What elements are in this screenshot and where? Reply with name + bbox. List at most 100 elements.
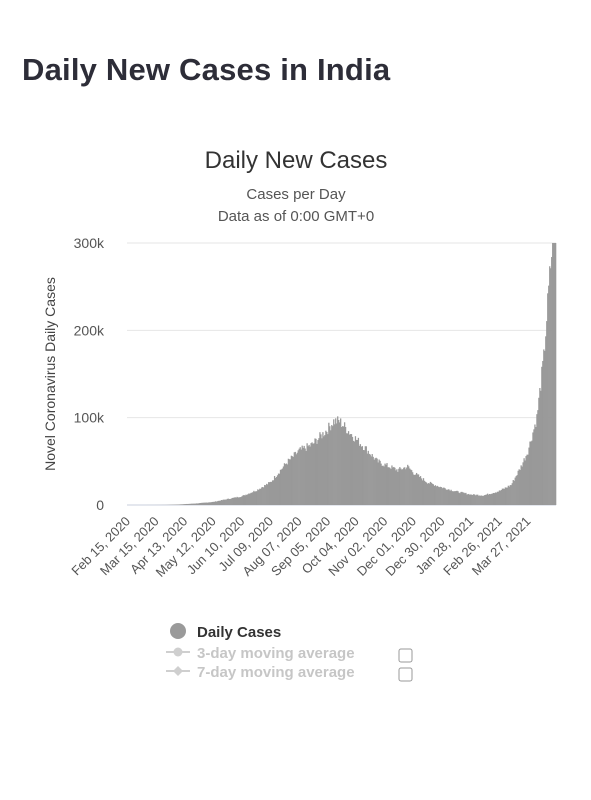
bar[interactable] bbox=[479, 495, 481, 505]
bar[interactable] bbox=[441, 488, 443, 505]
bar[interactable] bbox=[478, 495, 480, 505]
bar[interactable] bbox=[374, 458, 376, 505]
bar[interactable] bbox=[394, 467, 396, 505]
bar[interactable] bbox=[359, 444, 362, 505]
bar[interactable] bbox=[456, 490, 458, 505]
bar[interactable] bbox=[408, 466, 410, 505]
bar[interactable] bbox=[314, 438, 316, 505]
bar[interactable] bbox=[389, 467, 391, 505]
bar[interactable] bbox=[336, 423, 338, 505]
bar[interactable] bbox=[492, 492, 495, 505]
bar[interactable] bbox=[524, 460, 526, 505]
bar[interactable] bbox=[279, 469, 282, 505]
bar[interactable] bbox=[452, 491, 454, 505]
bar[interactable] bbox=[177, 504, 179, 506]
bar[interactable] bbox=[399, 467, 401, 505]
bar[interactable] bbox=[243, 494, 245, 505]
bar[interactable] bbox=[275, 476, 278, 505]
legend-item-1[interactable]: Daily Cases bbox=[170, 623, 281, 641]
bar[interactable] bbox=[323, 436, 325, 505]
bar[interactable] bbox=[265, 485, 267, 505]
bar[interactable] bbox=[186, 503, 188, 505]
bar[interactable] bbox=[390, 469, 392, 505]
bar[interactable] bbox=[247, 494, 249, 505]
bar[interactable] bbox=[209, 502, 212, 505]
bar[interactable] bbox=[352, 440, 355, 505]
bar[interactable] bbox=[196, 503, 198, 505]
bar[interactable] bbox=[470, 494, 472, 505]
bar[interactable] bbox=[481, 495, 483, 506]
bar[interactable] bbox=[322, 432, 324, 505]
bar[interactable] bbox=[407, 464, 409, 505]
bar[interactable] bbox=[317, 440, 319, 505]
bar[interactable] bbox=[273, 476, 276, 505]
bar[interactable] bbox=[306, 443, 308, 505]
bar[interactable] bbox=[398, 468, 400, 505]
bar[interactable] bbox=[554, 243, 556, 505]
bar[interactable] bbox=[536, 414, 538, 505]
bar[interactable] bbox=[298, 448, 300, 505]
bar[interactable] bbox=[341, 426, 344, 505]
bar[interactable] bbox=[282, 466, 285, 505]
bar[interactable] bbox=[362, 450, 364, 505]
bar[interactable] bbox=[224, 499, 226, 505]
bar[interactable] bbox=[535, 427, 537, 505]
bar[interactable] bbox=[396, 469, 398, 505]
bar[interactable] bbox=[340, 418, 342, 505]
bar[interactable] bbox=[513, 480, 515, 505]
bar[interactable] bbox=[477, 494, 479, 505]
bar[interactable] bbox=[185, 504, 187, 505]
bar[interactable] bbox=[258, 489, 260, 505]
bar[interactable] bbox=[250, 492, 252, 505]
bar[interactable] bbox=[466, 494, 468, 505]
bar[interactable] bbox=[232, 497, 234, 505]
bar[interactable] bbox=[518, 469, 520, 505]
bar[interactable] bbox=[248, 493, 250, 505]
bar[interactable] bbox=[226, 498, 228, 505]
bar[interactable] bbox=[179, 504, 181, 505]
bar[interactable] bbox=[206, 502, 209, 505]
bar[interactable] bbox=[418, 477, 421, 505]
bar[interactable] bbox=[264, 484, 266, 505]
bar[interactable] bbox=[500, 489, 503, 505]
bar[interactable] bbox=[529, 441, 531, 505]
bar[interactable] bbox=[239, 497, 241, 505]
bar[interactable] bbox=[538, 397, 540, 505]
bar[interactable] bbox=[405, 469, 407, 505]
bar[interactable] bbox=[252, 492, 254, 505]
bar[interactable] bbox=[387, 467, 389, 505]
bar[interactable] bbox=[194, 503, 196, 505]
bar[interactable] bbox=[386, 463, 388, 505]
bar[interactable] bbox=[512, 480, 514, 505]
bar[interactable] bbox=[438, 487, 440, 505]
bar[interactable] bbox=[183, 504, 185, 505]
bar[interactable] bbox=[249, 493, 251, 505]
bar[interactable] bbox=[435, 486, 437, 505]
bar[interactable] bbox=[532, 432, 534, 505]
bar[interactable] bbox=[193, 503, 195, 505]
bar[interactable] bbox=[283, 463, 286, 505]
bar[interactable] bbox=[462, 492, 464, 505]
bar[interactable] bbox=[285, 463, 288, 505]
bar[interactable] bbox=[434, 485, 436, 505]
bar[interactable] bbox=[381, 465, 383, 505]
bar[interactable] bbox=[350, 434, 353, 505]
bar[interactable] bbox=[303, 445, 305, 505]
bar[interactable] bbox=[427, 483, 430, 505]
bar[interactable] bbox=[453, 491, 455, 505]
bar[interactable] bbox=[459, 493, 461, 505]
bar[interactable] bbox=[504, 487, 507, 505]
bar[interactable] bbox=[328, 422, 330, 505]
bar[interactable] bbox=[190, 503, 192, 505]
bar[interactable] bbox=[439, 486, 441, 505]
bar[interactable] bbox=[388, 467, 390, 505]
bar[interactable] bbox=[324, 435, 326, 505]
bar[interactable] bbox=[543, 349, 545, 505]
bar[interactable] bbox=[502, 488, 505, 505]
bar[interactable] bbox=[341, 427, 343, 505]
bar[interactable] bbox=[208, 502, 211, 505]
bar[interactable] bbox=[367, 450, 369, 505]
bar[interactable] bbox=[332, 426, 334, 505]
bar[interactable] bbox=[369, 454, 371, 505]
bar[interactable] bbox=[305, 450, 307, 505]
